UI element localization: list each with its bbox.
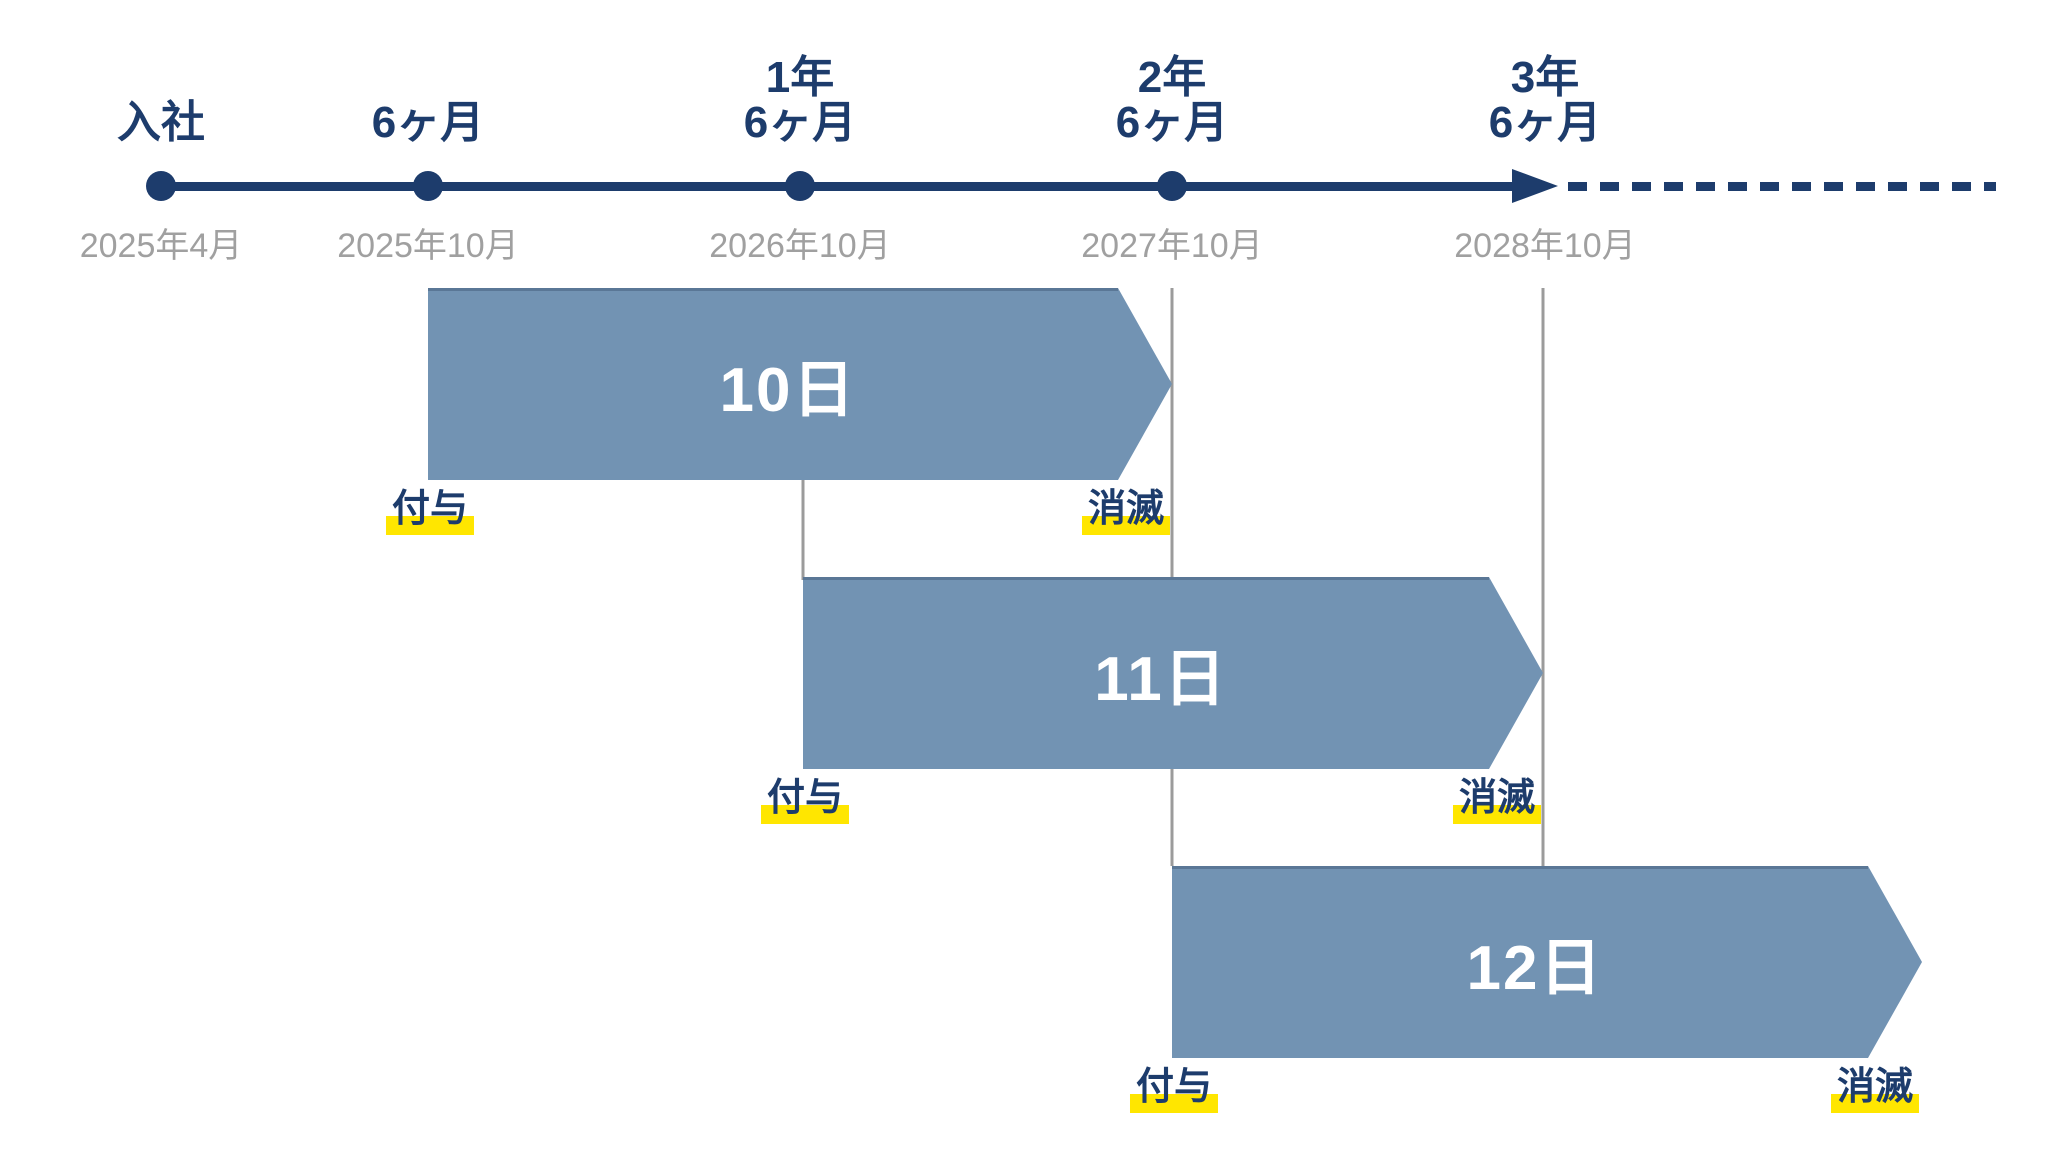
milestone-dot-icon (413, 171, 443, 201)
leave-days-label: 10日 (719, 356, 857, 425)
milestone-dot-icon (146, 171, 176, 201)
milestone-date: 2027年10月 (1081, 227, 1263, 265)
milestone-label: 2年 6ヶ月 (1115, 52, 1229, 148)
milestone-label: 3年 6ヶ月 (1488, 52, 1602, 148)
timeline-dashed-continuation (1568, 182, 1996, 191)
milestone-label: 入社 (117, 98, 205, 148)
timeline-axis-line (161, 182, 1516, 191)
milestone-label: 6ヶ月 (371, 98, 485, 148)
leave-days-label: 11日 (1094, 645, 1228, 714)
leave-days-label: 12日 (1466, 934, 1604, 1003)
expire-label-1: 消滅 (1081, 490, 1171, 535)
grant-label-3: 付与 (1129, 1068, 1219, 1113)
milestone-label: 1年 6ヶ月 (743, 52, 857, 148)
leave-bar-second-grant: 11日 (803, 577, 1543, 769)
milestone-date: 2025年4月 (79, 227, 243, 265)
leave-bar-first-grant: 10日 (428, 288, 1172, 480)
milestone-date: 2025年10月 (337, 227, 519, 265)
expire-label-3: 消滅 (1830, 1068, 1920, 1113)
milestone-date: 2028年10月 (1454, 227, 1636, 265)
grant-label-2: 付与 (760, 779, 850, 824)
leave-bar-third-grant: 12日 (1172, 866, 1922, 1058)
milestone-dot-icon (785, 171, 815, 201)
connector-line-1y6m (801, 478, 805, 580)
expire-label-2: 消滅 (1452, 779, 1542, 824)
milestone-dot-icon (1157, 171, 1187, 201)
milestone-date: 2026年10月 (709, 227, 891, 265)
timeline-arrowhead-icon (1512, 169, 1558, 203)
grant-label-1: 付与 (385, 490, 475, 535)
connector-line-3y6m (1541, 288, 1545, 866)
